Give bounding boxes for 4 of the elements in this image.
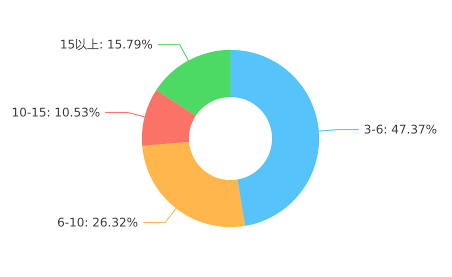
slice-label: 10-15: 10.53% [12, 105, 100, 120]
slice-label: 3-6: 47.37% [364, 122, 438, 137]
slice-label: 15以上: 15.79% [60, 38, 153, 52]
slice-label: 6-10: 26.32% [57, 216, 138, 230]
